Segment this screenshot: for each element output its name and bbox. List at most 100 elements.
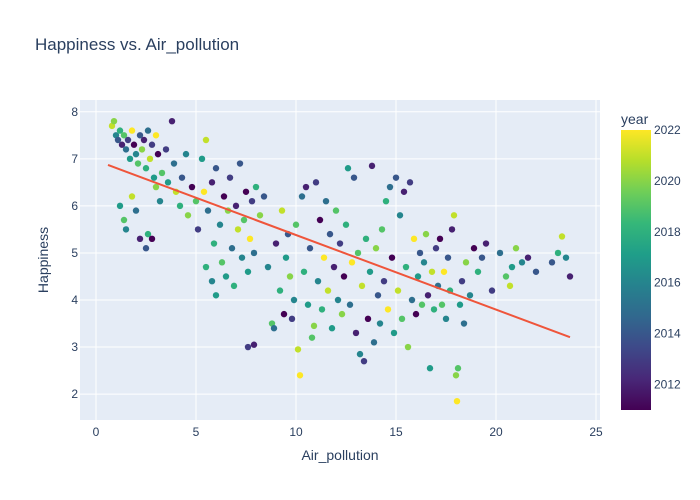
chart-title: Happiness vs. Air_pollution bbox=[35, 35, 239, 54]
scatter-point bbox=[426, 365, 434, 372]
scatter-point bbox=[554, 249, 562, 257]
scatter-point bbox=[438, 301, 446, 308]
scatter-point bbox=[392, 174, 400, 181]
x-tick-label: 20 bbox=[489, 425, 503, 439]
scatter-point bbox=[300, 268, 308, 275]
scatter-point bbox=[250, 249, 258, 257]
scatter-point bbox=[240, 216, 248, 224]
scatter-point bbox=[232, 202, 240, 210]
scatter-point bbox=[312, 179, 320, 186]
scatter-point bbox=[150, 174, 158, 181]
x-axis-label: Air_pollution bbox=[301, 447, 378, 463]
scatter-point bbox=[208, 277, 216, 285]
scatter-point bbox=[188, 183, 196, 191]
scatter-point bbox=[278, 207, 286, 214]
scatter-point bbox=[362, 235, 370, 243]
scatter-point bbox=[202, 136, 210, 144]
scatter-point bbox=[414, 273, 422, 280]
scatter-point bbox=[488, 287, 496, 294]
scatter-point bbox=[168, 117, 176, 125]
scatter-point bbox=[442, 315, 450, 323]
scatter-point bbox=[282, 254, 290, 261]
scatter-point bbox=[430, 306, 438, 313]
scatter-point bbox=[116, 202, 124, 210]
scatter-point bbox=[474, 268, 482, 275]
scatter-point bbox=[128, 193, 136, 200]
scatter-point bbox=[340, 273, 348, 280]
scatter-point bbox=[453, 397, 461, 405]
scatter-point bbox=[242, 188, 250, 195]
scatter-point bbox=[142, 245, 150, 252]
scatter-point bbox=[260, 193, 268, 200]
scatter-point bbox=[162, 146, 170, 153]
scatter-point bbox=[334, 296, 342, 304]
scatter-point bbox=[398, 315, 406, 323]
scatter-point bbox=[416, 249, 424, 257]
scatter-point bbox=[156, 197, 164, 205]
scatter-point bbox=[410, 235, 418, 243]
scatter-point bbox=[124, 136, 132, 144]
scatter-point bbox=[194, 226, 202, 233]
scatter-point bbox=[216, 221, 224, 228]
scatter-point bbox=[348, 259, 356, 266]
scatter-point bbox=[170, 160, 178, 167]
scatter-point bbox=[450, 212, 458, 219]
scatter-point bbox=[292, 221, 300, 228]
scatter-point bbox=[142, 165, 150, 172]
scatter-point bbox=[182, 150, 190, 158]
scatter-point bbox=[400, 188, 408, 195]
scatter-point bbox=[202, 263, 210, 271]
scatter-point bbox=[192, 197, 200, 205]
scatter-point bbox=[346, 301, 354, 308]
scatter-point bbox=[462, 259, 470, 266]
scatter-point bbox=[128, 127, 136, 134]
scatter-point bbox=[506, 282, 514, 290]
colorbar-tick-label: 2020 bbox=[654, 174, 681, 188]
scatter-point bbox=[226, 174, 234, 181]
scatter-point bbox=[276, 287, 284, 294]
colorbar-tick-labels: 2012 2014 2016 2018 2020 2022 bbox=[654, 123, 681, 392]
scatter-point bbox=[452, 372, 460, 379]
scatter-point bbox=[380, 277, 388, 285]
scatter-point bbox=[302, 183, 310, 191]
colorbar bbox=[621, 130, 651, 410]
scatter-point bbox=[382, 197, 390, 205]
scatter-point bbox=[110, 117, 118, 125]
scatter-point bbox=[404, 343, 412, 351]
scatter-point bbox=[178, 174, 186, 181]
scatter-point bbox=[420, 259, 428, 266]
colorbar-tick-label: 2012 bbox=[654, 378, 681, 392]
scatter-point bbox=[384, 306, 392, 313]
y-tick-label: 5 bbox=[71, 246, 78, 260]
x-tick-label: 15 bbox=[389, 425, 403, 439]
scatter-point bbox=[424, 292, 432, 299]
scatter-point bbox=[148, 235, 156, 243]
scatter-point bbox=[512, 245, 520, 252]
scatter-point bbox=[138, 146, 146, 153]
trendline bbox=[107, 164, 571, 339]
scatter-point bbox=[212, 292, 220, 299]
scatter-point bbox=[324, 287, 332, 294]
scatter-point bbox=[396, 212, 404, 219]
scatter-point bbox=[126, 155, 134, 163]
scatter-point bbox=[250, 341, 258, 348]
scatter-point bbox=[496, 249, 504, 257]
scatter-point bbox=[144, 127, 152, 134]
scatter-point bbox=[358, 282, 366, 290]
data-points bbox=[108, 117, 574, 405]
scatter-point bbox=[518, 259, 526, 266]
scatter-point bbox=[146, 155, 154, 163]
scatter-point bbox=[366, 268, 374, 275]
scatter-point bbox=[370, 339, 378, 346]
colorbar-tick-label: 2016 bbox=[654, 276, 681, 290]
scatter-point bbox=[454, 365, 462, 372]
scatter-point bbox=[118, 141, 126, 148]
scatter-point bbox=[286, 273, 294, 280]
scatter-point bbox=[122, 146, 130, 153]
scatter-point bbox=[374, 292, 382, 299]
scatter-point bbox=[136, 235, 144, 243]
scatter-point bbox=[372, 245, 380, 252]
x-tick-labels: 0 5 10 15 20 25 bbox=[93, 425, 603, 439]
scatter-point bbox=[456, 301, 464, 308]
